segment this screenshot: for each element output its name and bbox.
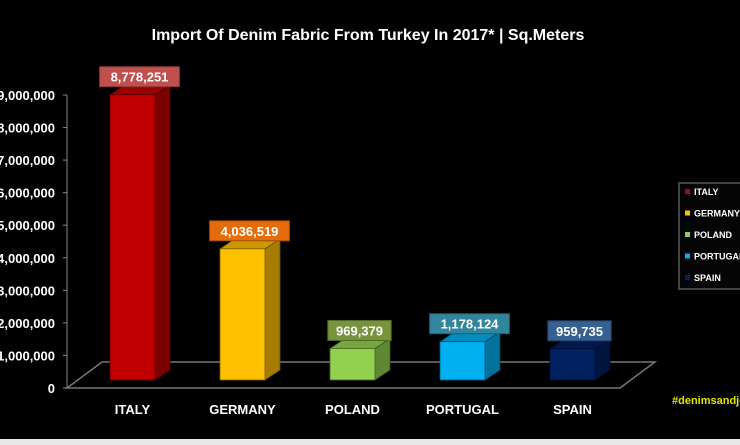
legend-label: GERMANY	[694, 209, 740, 219]
bar-side	[154, 83, 171, 381]
legend-swatch	[685, 253, 690, 259]
data-label: 959,735	[556, 324, 603, 339]
legend-label: SPAIN	[694, 273, 721, 283]
x-tick-label: SPAIN	[553, 402, 592, 417]
legend: ITALY GERMANY POLAND PORTUGAL SPAIN	[678, 182, 740, 290]
data-label-box	[547, 320, 612, 342]
bar-front	[329, 348, 376, 381]
y-tick-label: 8,000,000	[0, 121, 55, 136]
data-label-box	[209, 220, 290, 242]
bar-front	[549, 348, 596, 381]
x-tick-label: GERMANY	[209, 402, 276, 417]
bar-front	[439, 341, 486, 381]
data-label-box	[327, 319, 392, 341]
x-tick-label: PORTUGAL	[426, 402, 499, 417]
data-label: 8,778,251	[111, 70, 169, 85]
bars: 8,778,251 4,036,519 969,379 1,178,124 959,73…	[99, 66, 612, 381]
x-tick-label: ITALY	[115, 402, 151, 417]
data-label: 969,379	[336, 323, 383, 338]
watermark: #denimsandjeans	[672, 395, 740, 407]
y-tick-label: 9,000,000	[0, 88, 55, 103]
legend-label: ITALY	[694, 187, 719, 197]
y-axis: 0 1,000,000 2,000,000 3,000,000 4,000,000 5,0…	[0, 88, 68, 396]
bar-front	[219, 248, 266, 381]
y-tick-label: 6,000,000	[0, 186, 55, 201]
data-label: 4,036,519	[221, 224, 279, 239]
chart-floor	[64, 361, 658, 389]
y-tick-label: 7,000,000	[0, 153, 55, 168]
bar-poland: 969,379	[327, 319, 392, 381]
legend-box	[678, 182, 740, 290]
legend-swatch	[685, 210, 690, 216]
bar-germany: 4,036,519	[209, 220, 290, 381]
legend-swatch	[685, 189, 690, 194]
floor-outline	[64, 361, 658, 389]
y-tick-label: 1,000,000	[0, 348, 55, 363]
legend-label: POLAND	[694, 230, 733, 240]
chart-title: Import Of Denim Fabric From Turkey In 20…	[152, 27, 585, 44]
x-axis-labels: ITALY GERMANY POLAND PORTUGAL SPAIN	[115, 402, 592, 417]
y-tick-label: 2,000,000	[0, 316, 55, 331]
y-tick-label: 0	[48, 381, 55, 396]
data-label-box	[99, 66, 180, 88]
legend-swatch	[685, 275, 690, 280]
y-tick-label: 4,000,000	[0, 251, 55, 266]
y-tick-label: 3,000,000	[0, 283, 55, 298]
bar-portugal: 1,178,124	[429, 313, 510, 381]
x-tick-label: POLAND	[325, 402, 380, 417]
data-label: 1,178,124	[441, 317, 500, 332]
bottom-border	[0, 439, 740, 445]
legend-label: PORTUGAL	[694, 252, 740, 262]
bar-italy: 8,778,251	[99, 66, 180, 381]
bar-side	[264, 238, 281, 381]
bar-front	[109, 94, 156, 381]
legend-swatch	[685, 232, 690, 237]
data-label-box	[429, 313, 510, 335]
y-tick-label: 5,000,000	[0, 218, 55, 233]
bar-spain: 959,735	[547, 320, 612, 381]
